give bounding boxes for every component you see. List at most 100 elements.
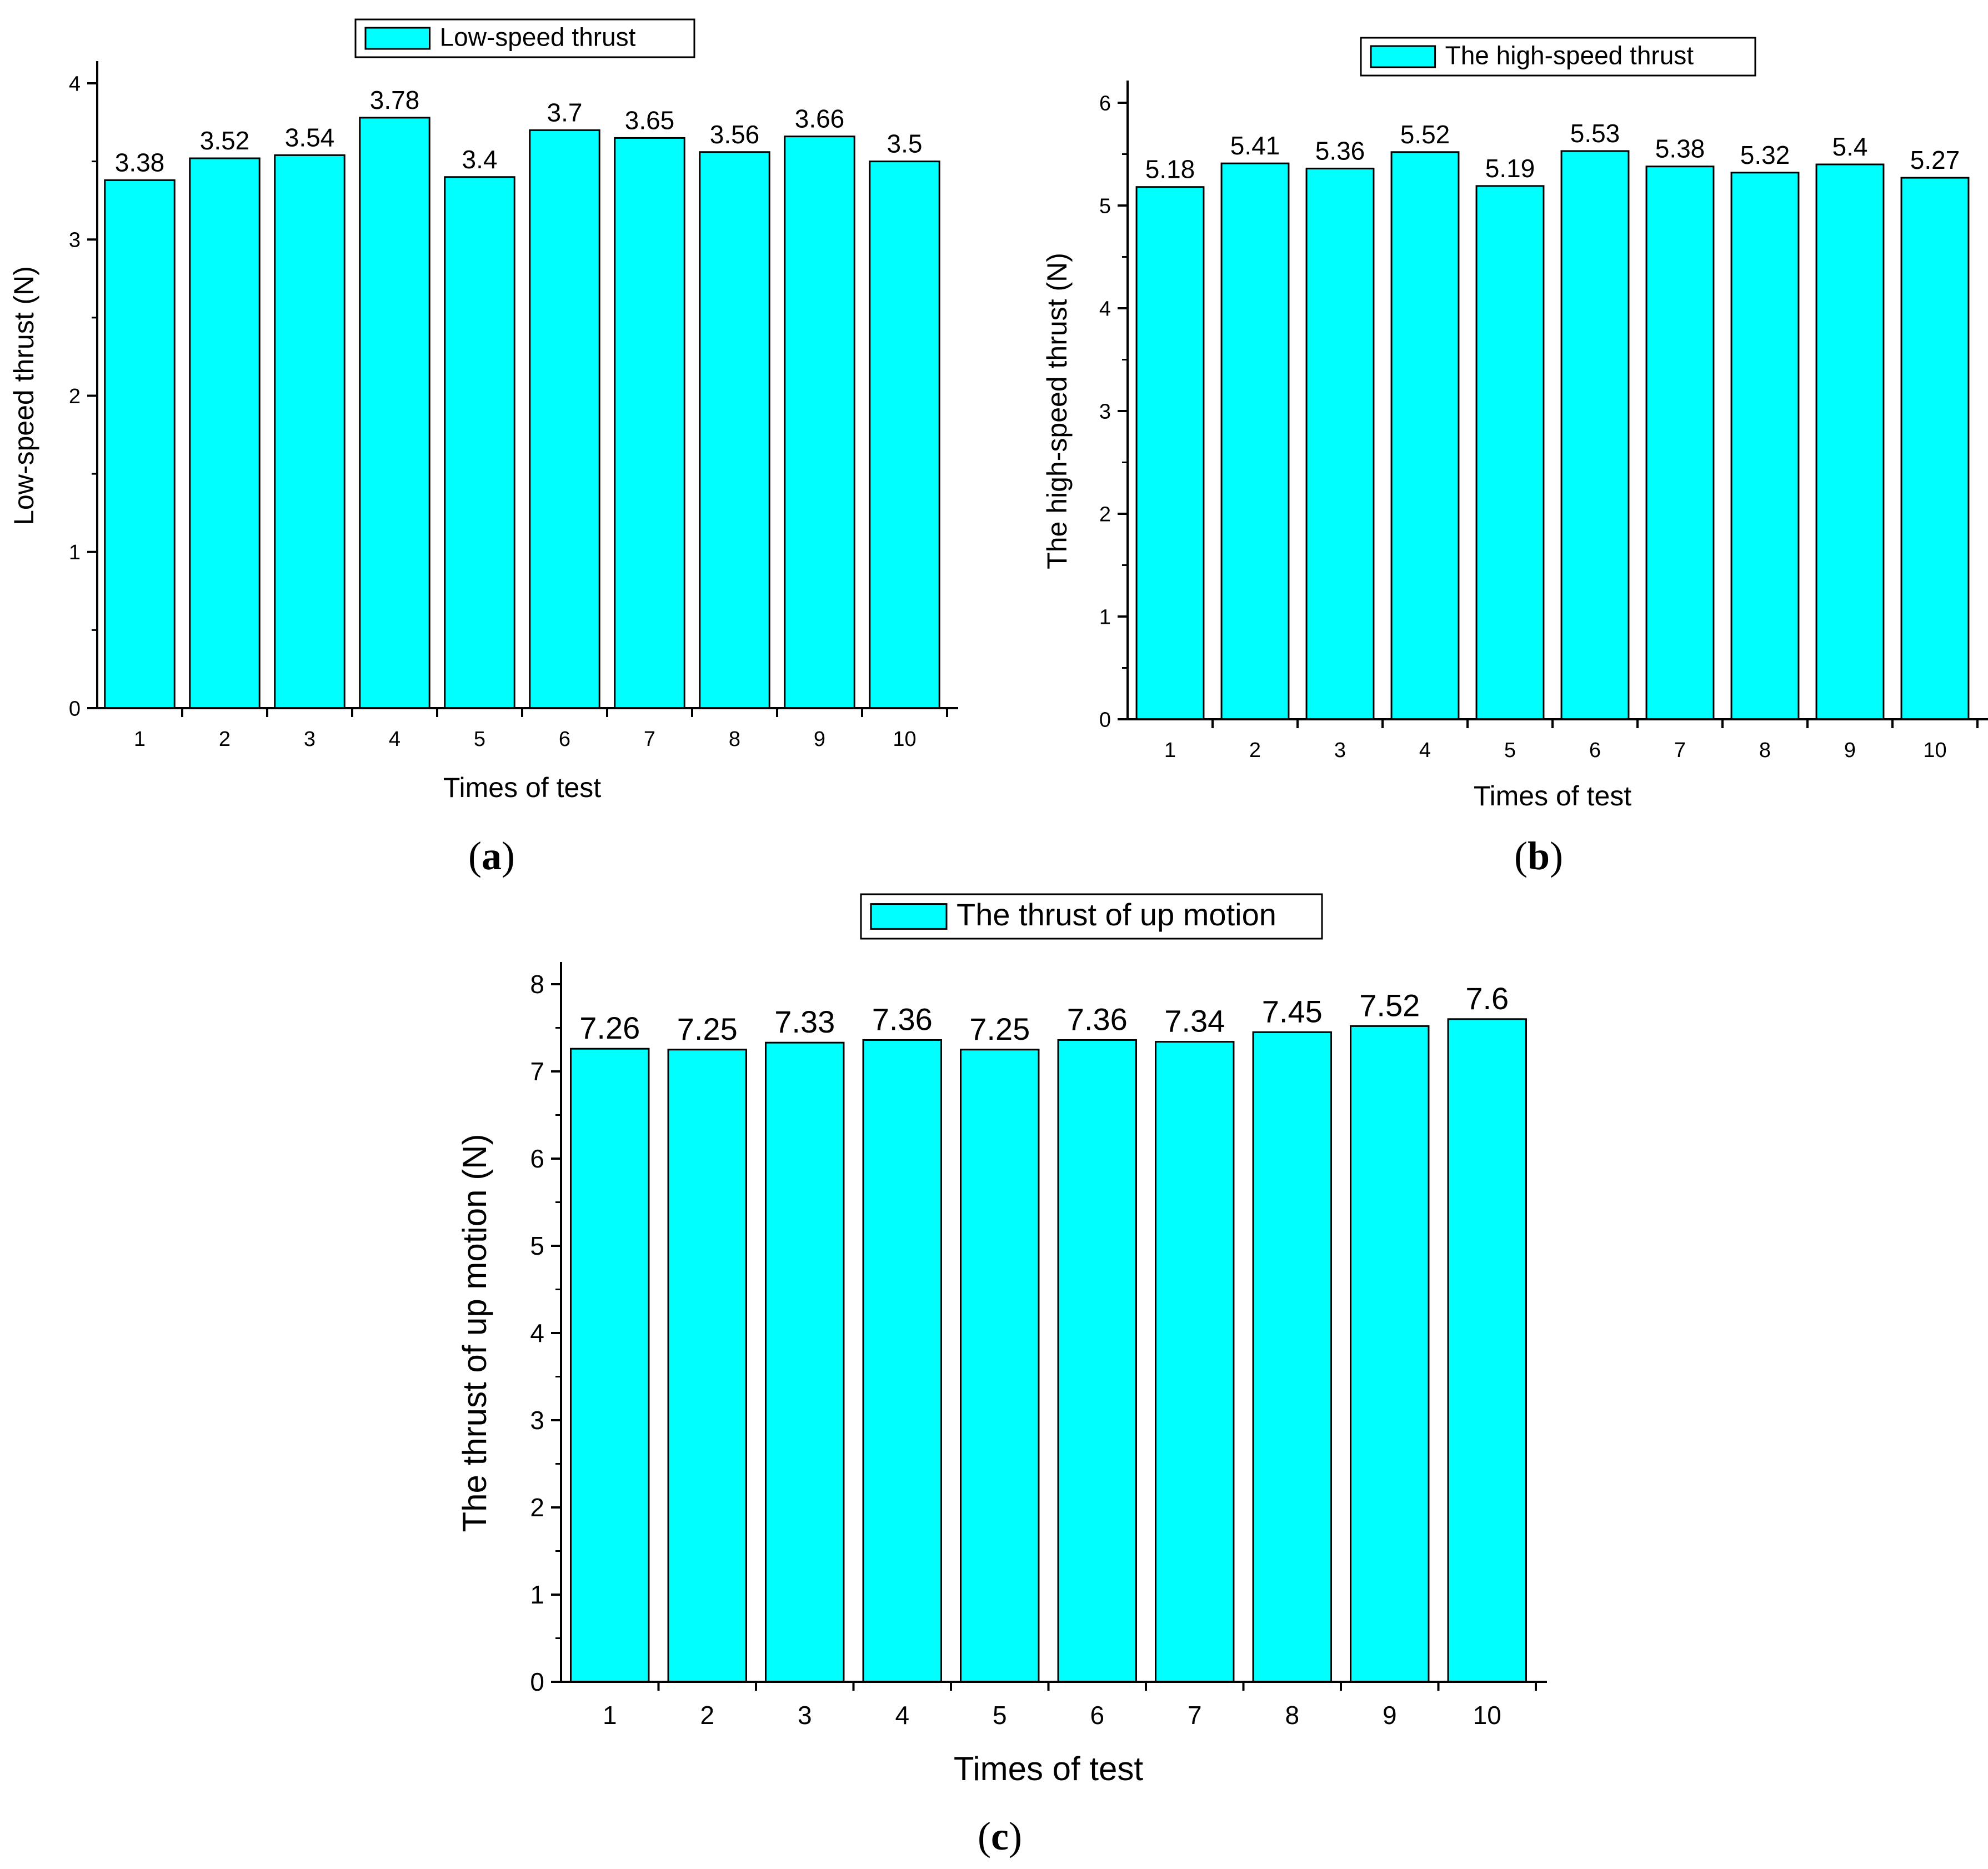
legend-box-a — [354, 18, 695, 58]
value-label-b-8: 5.32 — [1740, 141, 1790, 169]
x-tick-label-c-3: 3 — [798, 1701, 812, 1730]
value-label-c-9: 7.52 — [1359, 988, 1420, 1023]
bar-b-6 — [1560, 150, 1630, 720]
chart-panel-a: Low-speed thrust 3.38 3.52 3.54 3.78 3.4 3.7 3.… — [0, 0, 978, 855]
value-label-b-7: 5.38 — [1655, 134, 1705, 163]
x-tick-label-a-9: 9 — [814, 728, 825, 751]
x-tick-label-a-4: 4 — [389, 728, 400, 751]
bar-c-9 — [1350, 1025, 1430, 1683]
y-tick-label-c-8: 8 — [530, 970, 544, 999]
legend-box-c — [860, 893, 1323, 940]
value-label-b-10: 5.27 — [1910, 146, 1960, 174]
y-tick-label-c-0: 0 — [530, 1667, 544, 1696]
x-tick-label-c-5: 5 — [993, 1701, 1007, 1730]
x-axis-title-b: Times of test — [1474, 780, 1631, 811]
bar-b-5 — [1475, 185, 1545, 720]
y-tick-label-c-2: 2 — [530, 1493, 544, 1522]
value-label-a-9: 3.66 — [795, 104, 845, 133]
bar-a-4 — [359, 117, 430, 709]
bar-a-10 — [869, 161, 940, 709]
value-label-b-3: 5.36 — [1315, 136, 1365, 165]
bar-c-10 — [1447, 1018, 1527, 1683]
bar-a-1 — [104, 179, 176, 709]
legend-box-b — [1360, 37, 1756, 77]
bar-c-5 — [960, 1049, 1040, 1683]
bar-c-3 — [765, 1041, 845, 1683]
value-label-c-10: 7.6 — [1465, 981, 1509, 1016]
value-label-c-7: 7.34 — [1164, 1004, 1225, 1039]
value-label-c-1: 7.26 — [579, 1010, 640, 1045]
value-label-a-6: 3.7 — [547, 98, 583, 127]
bar-a-5 — [444, 176, 515, 709]
y-tick-label-c-5: 5 — [530, 1231, 544, 1260]
y-tick-label-b-1: 1 — [1099, 605, 1111, 629]
legend-swatch-c — [870, 903, 948, 930]
x-tick-label-c-4: 4 — [895, 1701, 909, 1730]
bar-c-7 — [1155, 1041, 1235, 1683]
x-tick-label-b-10: 10 — [1923, 739, 1946, 762]
panel-label-a: (a) — [436, 833, 547, 879]
x-tick-label-b-3: 3 — [1334, 739, 1346, 762]
value-label-a-7: 3.65 — [625, 106, 675, 134]
y-tick-label-b-3: 3 — [1099, 400, 1111, 423]
panel-label-c-letter: c — [991, 1814, 1009, 1858]
x-tick-label-c-2: 2 — [700, 1701, 714, 1730]
bar-b-8 — [1730, 172, 1800, 720]
x-tick-label-a-8: 8 — [729, 728, 740, 751]
x-tick-label-b-4: 4 — [1419, 739, 1431, 762]
x-tick-label-a-5: 5 — [474, 728, 485, 751]
x-tick-label-c-10: 10 — [1473, 1701, 1501, 1730]
y-tick-label-a-3: 3 — [69, 229, 81, 252]
y-tick-label-b-4: 4 — [1099, 297, 1111, 320]
bar-c-1 — [570, 1048, 650, 1683]
panel-label-a-close: ) — [502, 834, 515, 878]
bar-c-8 — [1252, 1031, 1332, 1683]
bar-a-9 — [784, 136, 855, 709]
x-tick-label-a-1: 1 — [134, 728, 146, 751]
x-tick-label-c-6: 6 — [1090, 1701, 1104, 1730]
bar-a-3 — [274, 154, 345, 709]
panel-label-b-letter: b — [1527, 834, 1550, 878]
y-tick-label-b-2: 2 — [1099, 503, 1111, 526]
x-axis-title-a: Times of test — [443, 772, 601, 803]
y-tick-label-c-4: 4 — [530, 1319, 544, 1347]
x-tick-label-c-7: 7 — [1188, 1701, 1202, 1730]
x-tick-label-b-6: 6 — [1589, 739, 1601, 762]
x-tick-label-b-7: 7 — [1674, 739, 1686, 762]
panel-label-c-open: ( — [978, 1814, 992, 1858]
value-label-c-5: 7.25 — [969, 1011, 1030, 1046]
panel-label-c: (c) — [944, 1813, 1055, 1860]
x-tick-label-b-2: 2 — [1249, 739, 1261, 762]
bar-a-7 — [614, 137, 685, 709]
y-tick-label-b-5: 5 — [1099, 194, 1111, 218]
legend-swatch-b — [1370, 45, 1436, 68]
panel-label-a-open: ( — [468, 834, 482, 878]
panel-label-b: (b) — [1483, 833, 1594, 879]
y-axis-title-b: The high-speed thrust (N) — [1041, 253, 1073, 569]
bar-a-2 — [189, 157, 261, 709]
value-label-a-3: 3.54 — [285, 123, 335, 152]
legend-label-a: Low-speed thrust — [440, 23, 636, 52]
y-axis-title-c: The thrust of up motion (N) — [456, 1134, 493, 1532]
value-label-a-5: 3.4 — [462, 145, 498, 174]
y-tick-label-c-7: 7 — [530, 1057, 544, 1086]
x-axis-title-c: Times of test — [954, 1750, 1144, 1787]
value-label-c-4: 7.36 — [872, 1001, 933, 1036]
x-tick-label-a-6: 6 — [559, 728, 570, 751]
x-tick-label-b-9: 9 — [1844, 739, 1856, 762]
legend-label-b: The high-speed thrust — [1445, 41, 1694, 70]
bar-c-6 — [1057, 1039, 1137, 1683]
bar-b-10 — [1900, 177, 1970, 720]
x-tick-label-c-1: 1 — [603, 1701, 617, 1730]
bar-c-4 — [862, 1039, 942, 1683]
value-label-b-2: 5.41 — [1230, 131, 1280, 160]
bar-a-8 — [699, 151, 770, 709]
value-label-a-1: 3.38 — [115, 148, 165, 177]
y-tick-label-c-6: 6 — [530, 1144, 544, 1173]
y-tick-label-a-2: 2 — [69, 385, 81, 408]
x-tick-label-a-7: 7 — [644, 728, 655, 751]
x-tick-label-c-8: 8 — [1285, 1701, 1299, 1730]
value-label-a-4: 3.78 — [370, 86, 420, 114]
x-tick-label-a-3: 3 — [304, 728, 316, 751]
